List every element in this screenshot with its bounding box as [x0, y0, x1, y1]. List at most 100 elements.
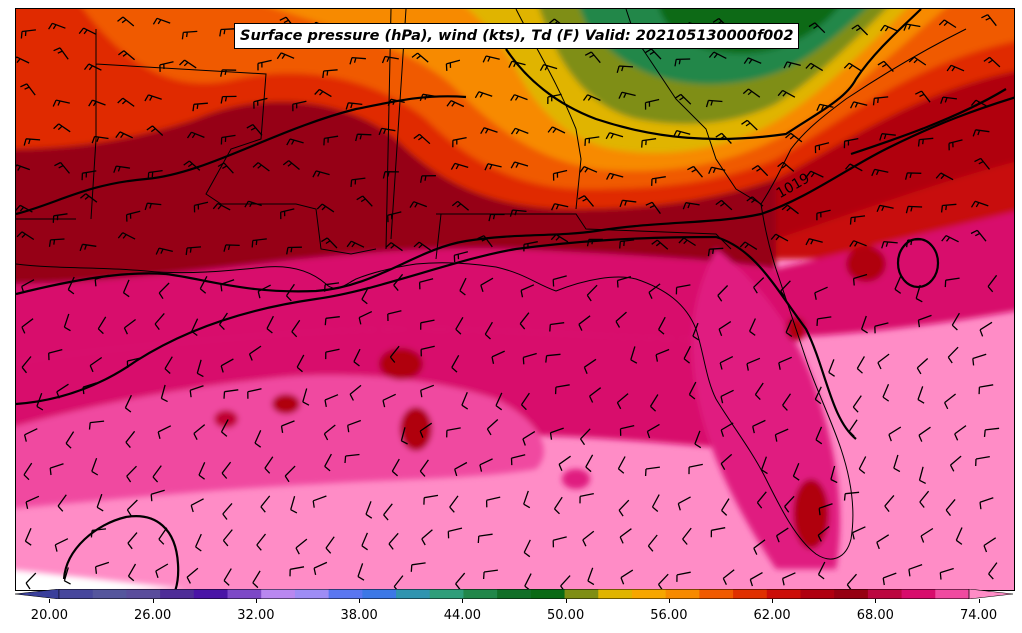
colorbar-swatch	[530, 589, 566, 599]
wind-barb	[651, 494, 660, 512]
wind-barb	[619, 199, 637, 208]
wind-barb	[843, 137, 859, 149]
wind-barb	[918, 466, 926, 484]
wind-barb	[217, 162, 234, 174]
colorbar-swatch	[261, 589, 296, 599]
wind-barb	[618, 91, 636, 99]
wind-barb	[223, 244, 240, 252]
wind-barb	[648, 283, 661, 299]
colorbar-tick-label: 62.00	[753, 608, 791, 623]
wind-barb	[510, 454, 526, 466]
wind-barb	[978, 384, 994, 395]
wind-barb	[805, 238, 823, 246]
colorbar-tick-label: 68.00	[856, 608, 894, 623]
wind-barb	[322, 69, 338, 78]
wind-barb	[16, 204, 33, 213]
wind-barb	[987, 274, 998, 293]
wind-barb	[782, 393, 792, 411]
wind-barb	[324, 453, 332, 472]
wind-barb	[81, 170, 97, 181]
wind-barb	[641, 138, 657, 148]
wind-barb	[94, 561, 110, 574]
wind-barb	[792, 463, 800, 481]
wind-barb	[843, 491, 860, 501]
colorbar-swatch	[294, 589, 330, 599]
wind-barb	[495, 392, 503, 411]
wind-barb	[296, 354, 305, 373]
colorbar-swatch	[733, 589, 768, 599]
wind-barb	[919, 490, 930, 508]
wind-barb	[152, 465, 162, 483]
colorbar-tick	[668, 599, 670, 603]
wind-barb	[916, 358, 929, 375]
wind-barb	[717, 285, 729, 302]
wind-barb	[849, 215, 866, 225]
wind-barb	[16, 164, 31, 171]
wind-barb	[125, 430, 136, 449]
wind-barb	[20, 29, 36, 39]
wind-barb	[257, 59, 272, 71]
colorbar-tick	[565, 599, 567, 603]
wind-barb	[312, 495, 327, 508]
wind-barb	[488, 213, 505, 222]
wind-barb	[694, 430, 702, 449]
wind-barb	[480, 127, 498, 135]
wind-barb	[805, 170, 824, 178]
wind-barb	[682, 527, 692, 545]
colorbar-tick-label: 26.00	[134, 608, 172, 623]
isobars	[16, 9, 1014, 590]
colorbar-tick-label: 74.00	[959, 608, 998, 623]
wind-barb	[619, 528, 632, 544]
wind-barb	[746, 357, 761, 371]
wind-barb	[49, 463, 64, 476]
wind-barb	[975, 455, 990, 467]
wind-barb	[381, 55, 399, 64]
wind-barb	[479, 458, 493, 472]
wind-barb	[938, 19, 957, 29]
colorbar-extend-high	[968, 589, 1013, 599]
wind-barb	[742, 88, 761, 98]
wind-barb	[324, 394, 339, 408]
wind-barb	[707, 247, 724, 257]
wind-barb	[510, 161, 529, 169]
wind-barb	[118, 50, 136, 61]
wind-barb	[988, 562, 998, 580]
wind-barb	[917, 137, 934, 147]
wind-barb	[939, 567, 954, 580]
wind-barb	[347, 419, 362, 433]
wind-barb	[915, 90, 931, 103]
wind-barb	[848, 419, 858, 437]
wind-barb	[222, 502, 233, 520]
wind-barb	[387, 98, 405, 106]
wind-barb	[579, 428, 591, 446]
wind-barb	[358, 311, 373, 325]
wind-barb	[391, 458, 400, 477]
wind-barb	[155, 247, 173, 255]
wind-barb	[413, 241, 431, 251]
wind-barb	[582, 530, 595, 547]
wind-barb	[474, 91, 493, 99]
colorbar-swatch	[396, 589, 431, 599]
wind-barb	[585, 454, 594, 473]
wind-barb	[749, 572, 763, 587]
wind-barb	[350, 177, 366, 187]
wind-barb	[948, 139, 963, 151]
wind-barb	[316, 203, 335, 213]
wind-barb	[851, 526, 866, 540]
wind-barb	[508, 60, 526, 68]
wind-barb	[220, 279, 235, 292]
wind-barb	[164, 356, 173, 374]
wind-barb	[781, 204, 799, 215]
wind-barb	[21, 356, 32, 374]
colorbar-swatch	[631, 589, 667, 599]
wind-barb	[721, 498, 730, 516]
colorbar-tick	[875, 599, 877, 603]
wind-barb	[645, 201, 661, 214]
wind-barb	[816, 103, 834, 112]
wind-barb	[185, 246, 202, 256]
wind-barb	[903, 23, 921, 31]
wind-barb	[96, 493, 104, 512]
wind-barb	[282, 160, 300, 171]
wind-barb	[708, 51, 727, 59]
wind-barb	[286, 138, 304, 146]
